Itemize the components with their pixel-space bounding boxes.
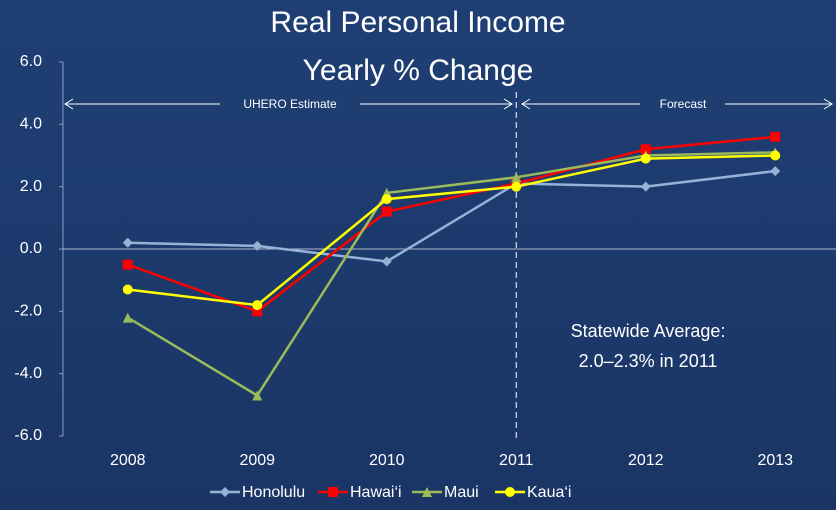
x-tick-label: 2012 bbox=[628, 452, 664, 469]
y-tick-label: 2.0 bbox=[20, 178, 42, 195]
annotation: Forecast bbox=[660, 97, 707, 111]
chart-title: Real Personal Income bbox=[270, 6, 565, 39]
annotation: Statewide Average: bbox=[571, 321, 726, 341]
marker bbox=[122, 284, 133, 295]
marker bbox=[422, 487, 432, 497]
marker bbox=[511, 172, 522, 183]
marker bbox=[122, 237, 133, 248]
marker bbox=[505, 487, 515, 497]
series-line bbox=[127, 169, 776, 263]
x-tick-label: 2013 bbox=[757, 452, 793, 469]
y-tick-label: 0.0 bbox=[20, 240, 42, 257]
y-tick-label: -4.0 bbox=[14, 365, 42, 382]
marker bbox=[220, 487, 230, 497]
marker bbox=[640, 153, 651, 164]
y-tick-label: -6.0 bbox=[14, 427, 42, 444]
x-tick-label: 2009 bbox=[239, 452, 275, 469]
legend-label: Kaua‘i bbox=[527, 484, 571, 501]
marker bbox=[381, 194, 392, 205]
marker bbox=[770, 166, 781, 177]
x-tick-label: 2008 bbox=[110, 452, 146, 469]
y-tick-label: -2.0 bbox=[14, 303, 42, 320]
legend-item: Honolulu bbox=[210, 484, 305, 501]
marker bbox=[511, 181, 522, 192]
marker bbox=[252, 300, 263, 311]
x-tick-label: 2010 bbox=[369, 452, 405, 469]
marker bbox=[122, 259, 133, 270]
marker bbox=[381, 206, 392, 217]
x-tick-label: 2011 bbox=[499, 452, 534, 469]
marker bbox=[770, 131, 781, 142]
chart-title: Yearly % Change bbox=[303, 54, 534, 87]
legend-item: Kaua‘i bbox=[495, 484, 571, 501]
legend-label: Maui bbox=[444, 484, 479, 501]
annotation: 2.0–2.3% in 2011 bbox=[579, 351, 718, 371]
legend-item: Maui bbox=[412, 484, 479, 501]
marker bbox=[122, 312, 133, 323]
series-line bbox=[127, 151, 776, 398]
marker bbox=[381, 256, 392, 267]
y-tick-label: 4.0 bbox=[20, 116, 42, 133]
marker bbox=[328, 487, 338, 497]
marker bbox=[252, 390, 263, 401]
marker bbox=[770, 150, 781, 161]
marker bbox=[640, 144, 651, 155]
annotation: UHERO Estimate bbox=[243, 97, 337, 111]
series-line bbox=[127, 154, 776, 307]
legend-label: Hawai‘i bbox=[350, 484, 402, 501]
legend-label: Honolulu bbox=[242, 484, 305, 501]
marker bbox=[252, 306, 263, 317]
marker bbox=[640, 181, 651, 192]
marker bbox=[252, 240, 263, 251]
period-arrows bbox=[64, 98, 833, 110]
legend-item: Hawai‘i bbox=[318, 484, 402, 501]
y-tick-label: 6.0 bbox=[20, 53, 42, 70]
